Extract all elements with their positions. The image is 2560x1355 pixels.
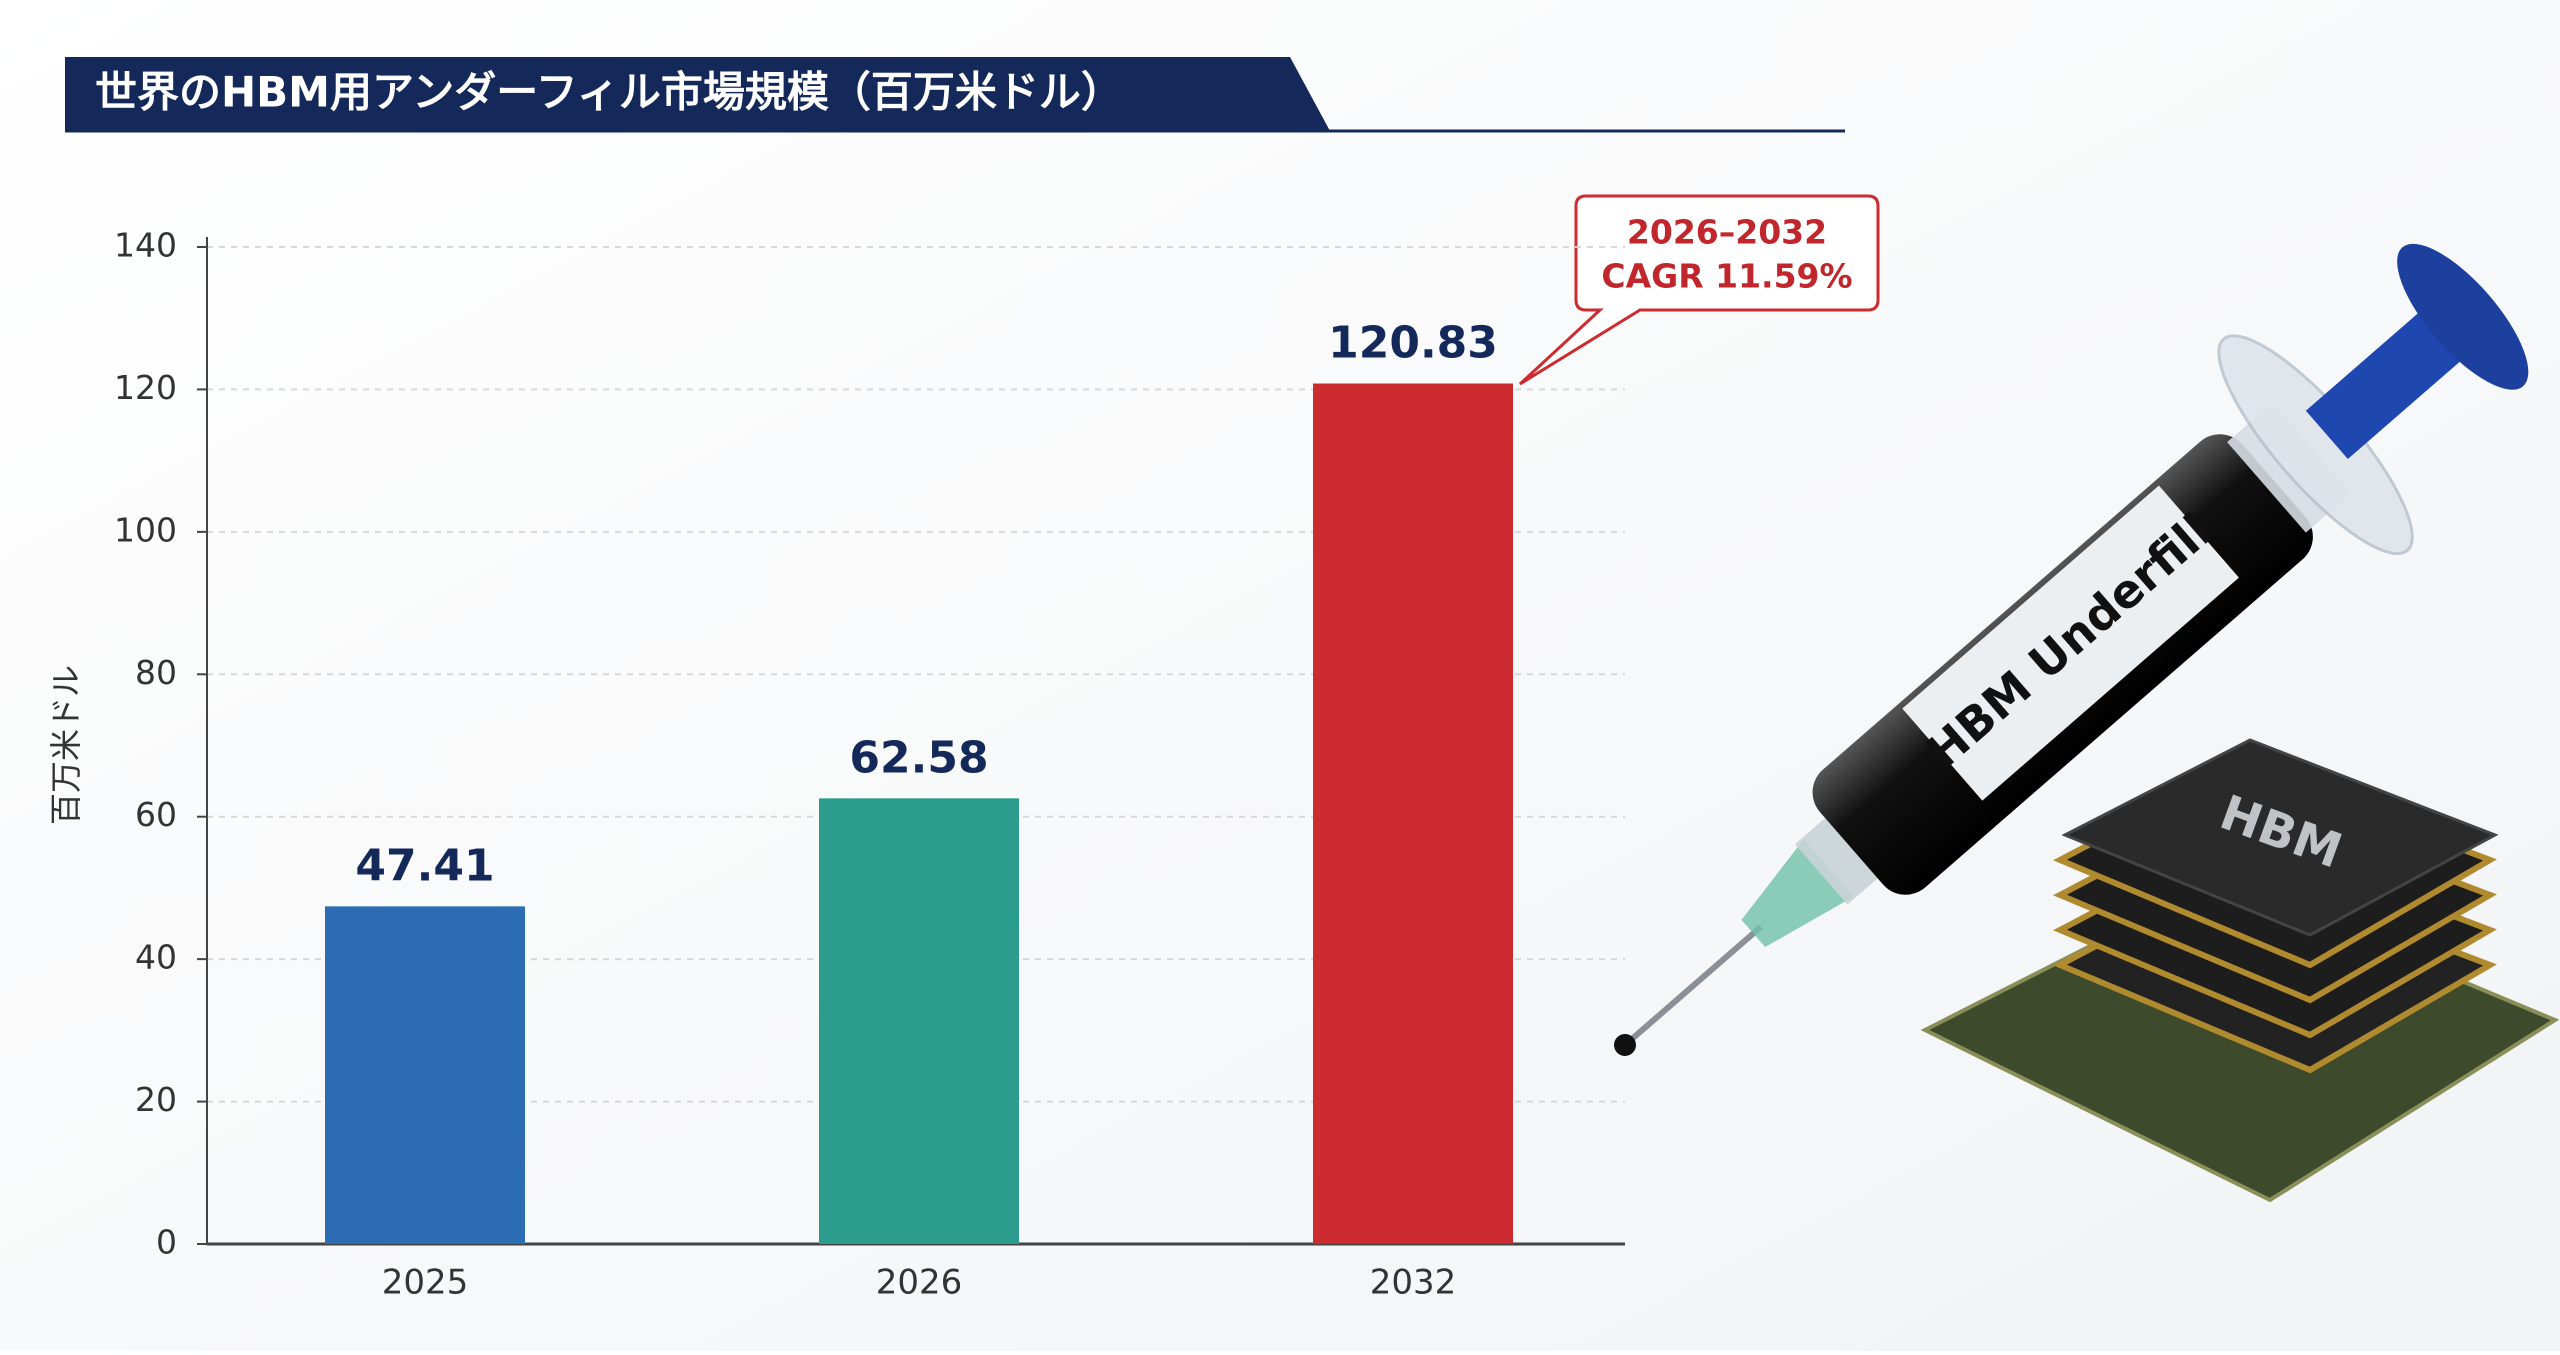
syringe: HBM Underfill [1614, 243, 2529, 1056]
x-tick-label: 2025 [382, 1263, 469, 1303]
y-tick-label: 20 [135, 1080, 177, 1119]
y-tick-label: 60 [135, 795, 177, 834]
y-tick-label: 120 [114, 368, 177, 407]
annotation: 2026–2032 [1627, 213, 1827, 252]
y-tick-label: 0 [156, 1223, 177, 1262]
title-banner [65, 57, 1330, 131]
y-tick-label: 140 [114, 226, 177, 265]
annotation: CAGR 11.59% [1601, 257, 1852, 296]
value-label: 62.58 [849, 732, 988, 783]
y-tick-label: 100 [114, 510, 177, 549]
value-label: 120.83 [1328, 318, 1498, 369]
y-tick-label: 80 [135, 653, 177, 692]
hbm-chip: HBM [1920, 738, 2560, 1203]
x-tick-label: 2026 [876, 1263, 963, 1303]
x-tick-label: 2032 [1370, 1263, 1457, 1303]
y-axis-label: 百万米ドル [47, 665, 85, 825]
bar [819, 798, 1019, 1244]
y-tick-label: 40 [135, 938, 177, 977]
bar [1313, 383, 1513, 1244]
value-label: 47.41 [355, 840, 494, 891]
chart-title: 世界のHBM用アンダーフィル市場規模（百万米ドル） [95, 68, 1123, 117]
bar [325, 906, 525, 1244]
annotation-box [1518, 194, 1880, 386]
